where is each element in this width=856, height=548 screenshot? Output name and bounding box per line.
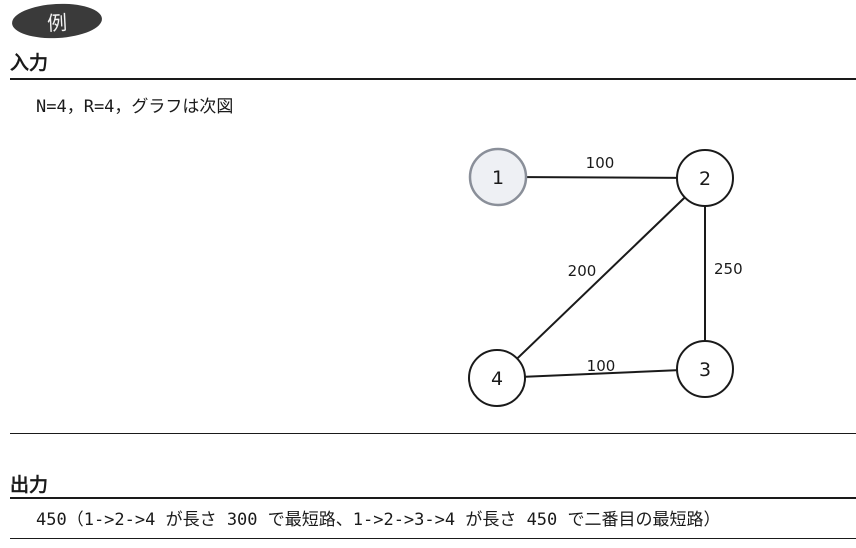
edge-1-2 bbox=[497, 176, 706, 179]
node-3 bbox=[676, 340, 734, 398]
edge-2-4 bbox=[496, 177, 706, 379]
node-label-4: 4 bbox=[491, 368, 503, 390]
output-heading: 出力 bbox=[10, 474, 49, 496]
input-heading: 入力 bbox=[10, 52, 49, 74]
output-heading-rule bbox=[10, 497, 856, 499]
output-bottom-rule bbox=[10, 538, 856, 539]
edge-4-3 bbox=[496, 368, 706, 379]
edge-weight-2-3: 250 bbox=[714, 260, 743, 278]
edge-weight-4-3: 100 bbox=[587, 357, 616, 375]
node-label-1: 1 bbox=[492, 167, 504, 189]
section-divider bbox=[10, 433, 856, 434]
node-label-2: 2 bbox=[699, 168, 711, 190]
input-params: N=4，R=4，グラフは次図 bbox=[36, 97, 234, 117]
node-label-3: 3 bbox=[699, 359, 711, 381]
edge-weight-1-2: 100 bbox=[586, 154, 615, 172]
input-heading-rule bbox=[10, 78, 856, 80]
node-1 bbox=[468, 147, 528, 207]
node-4 bbox=[468, 349, 526, 407]
edge-weight-2-4: 200 bbox=[568, 262, 597, 280]
node-2 bbox=[676, 149, 734, 207]
output-result: 450（1->2->4 が長さ 300 で最短路、1->2->3->4 が長さ … bbox=[36, 510, 721, 530]
